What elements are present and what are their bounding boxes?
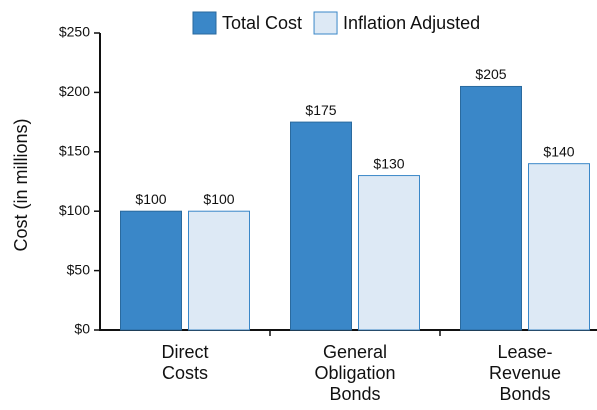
y-tick-label: $50 [67, 261, 91, 277]
y-tick-label: $250 [59, 24, 90, 40]
bar [188, 210, 250, 331]
data-label: $100 [135, 191, 166, 207]
x-tick-label: Lease- Revenue Bonds [488, 342, 562, 404]
data-label: $140 [543, 143, 574, 159]
data-label: $100 [203, 191, 234, 207]
y-axis-label: Cost (in millions) [11, 118, 31, 251]
data-label: $130 [373, 155, 404, 171]
data-label: $205 [475, 66, 506, 82]
y-tick-label: $150 [59, 143, 90, 159]
bar [460, 85, 522, 331]
legend-swatch [192, 11, 217, 35]
y-tick-label: $200 [59, 83, 90, 99]
bar [528, 163, 590, 331]
x-tick-label: General Obligation Bonds [314, 342, 396, 404]
x-tick-label: Direct Costs [161, 342, 209, 383]
data-label: $175 [305, 102, 336, 118]
bar [120, 210, 182, 331]
legend-swatch [313, 11, 338, 35]
y-tick-label: $0 [74, 321, 90, 337]
legend-label: Total Cost [222, 13, 302, 33]
bar [290, 121, 352, 331]
bar [358, 175, 420, 331]
legend-label: Inflation Adjusted [343, 13, 480, 33]
y-tick-label: $100 [59, 202, 90, 218]
